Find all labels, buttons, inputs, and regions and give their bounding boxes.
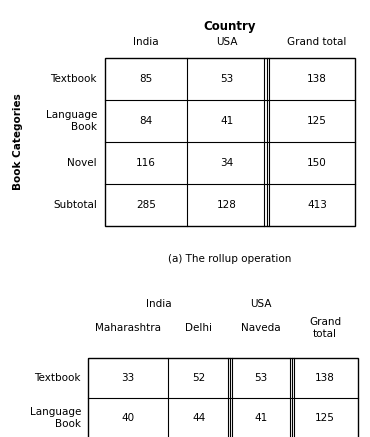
Text: 125: 125 (315, 413, 335, 423)
Text: 40: 40 (121, 413, 135, 423)
Text: Book Categories: Book Categories (13, 94, 23, 191)
Text: Country: Country (204, 20, 256, 33)
Text: India: India (146, 299, 172, 309)
Bar (105, 58, 355, 226)
Text: USA: USA (216, 37, 238, 47)
Text: 125: 125 (307, 116, 327, 126)
Text: Novel: Novel (67, 158, 97, 168)
Text: 138: 138 (307, 74, 327, 84)
Text: 53: 53 (255, 373, 268, 383)
Text: Naveda: Naveda (241, 323, 281, 333)
Bar (88, 358, 358, 437)
Text: India: India (133, 37, 159, 47)
Text: 52: 52 (192, 373, 206, 383)
Text: 44: 44 (192, 413, 206, 423)
Text: (a) The rollup operation: (a) The rollup operation (168, 254, 292, 264)
Text: 285: 285 (136, 200, 156, 210)
Text: Maharashtra: Maharashtra (95, 323, 161, 333)
Text: Delhi: Delhi (185, 323, 212, 333)
Text: Textbook: Textbook (50, 74, 97, 84)
Text: 138: 138 (315, 373, 335, 383)
Text: 85: 85 (139, 74, 152, 84)
Text: 53: 53 (221, 74, 233, 84)
Text: Language
Book: Language Book (30, 407, 81, 429)
Text: Grand
total: Grand total (309, 317, 341, 339)
Text: 41: 41 (221, 116, 233, 126)
Text: 150: 150 (307, 158, 327, 168)
Text: USA: USA (250, 299, 272, 309)
Text: Grand total: Grand total (287, 37, 347, 47)
Text: 413: 413 (307, 200, 327, 210)
Text: Subtotal: Subtotal (53, 200, 97, 210)
Text: Textbook: Textbook (34, 373, 81, 383)
Text: Language
Book: Language Book (46, 110, 97, 132)
Text: 33: 33 (121, 373, 135, 383)
Text: 116: 116 (136, 158, 156, 168)
Text: 128: 128 (217, 200, 237, 210)
Text: 34: 34 (221, 158, 233, 168)
Text: 41: 41 (255, 413, 268, 423)
Text: 84: 84 (139, 116, 152, 126)
